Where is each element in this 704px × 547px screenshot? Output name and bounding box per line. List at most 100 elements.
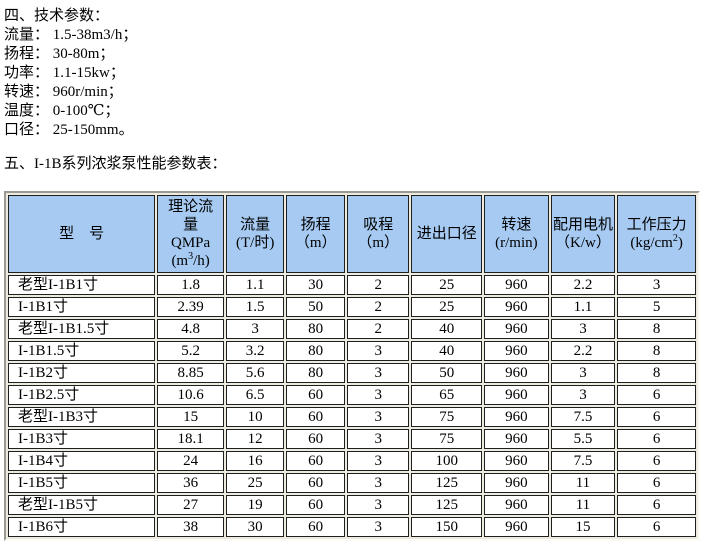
table-section-heading: 五、I-1B系列浓浆泵性能参数表： — [4, 156, 227, 172]
value-cell: 75 — [411, 429, 483, 449]
value-cell: 6.5 — [225, 385, 285, 405]
col-header-flow: 流量 (T/时) — [225, 195, 285, 273]
value-cell: 36 — [157, 473, 224, 493]
header-label: 工作压力 — [626, 217, 687, 233]
header-label: 进出口径 — [416, 226, 477, 242]
model-cell: I-1B5寸 — [8, 473, 156, 493]
value-cell: 1.8 — [157, 275, 224, 295]
value-cell: 3 — [225, 319, 285, 339]
value-cell: 3 — [346, 429, 410, 449]
unit-superscript: 3 — [188, 251, 194, 262]
value-cell: 60 — [286, 385, 345, 405]
value-cell: 40 — [411, 319, 483, 339]
col-header-inlet-outlet: 进出口径 — [411, 195, 483, 273]
model-cell: I-1B2寸 — [8, 363, 156, 383]
value-cell: 3 — [346, 363, 410, 383]
value-cell: 60 — [286, 473, 345, 493]
value-cell: 125 — [411, 495, 483, 515]
model-cell: I-1B1.5寸 — [8, 341, 156, 361]
value-cell: 3 — [550, 363, 616, 383]
value-cell: 60 — [286, 495, 345, 515]
table-row: I-1B5寸 36 25 60 3 125 960 11 6 — [8, 473, 696, 493]
tech-params-heading: 四、技术参数： — [4, 8, 110, 24]
value-cell: 3.2 — [225, 341, 285, 361]
value-cell: 11 — [550, 473, 616, 493]
value-cell: 2.39 — [157, 297, 224, 317]
model-cell: 老型I-1B1寸 — [8, 275, 156, 295]
col-header-model: 型 号 — [8, 195, 156, 273]
value-cell: 3 — [550, 319, 616, 339]
value-cell: 7.5 — [550, 451, 616, 471]
table-row: I-1B6寸 38 30 60 3 150 960 15 6 — [8, 517, 696, 537]
model-cell: I-1B3寸 — [8, 429, 156, 449]
value-cell: 960 — [484, 297, 549, 317]
table-row: I-1B2.5寸 10.6 6.5 60 3 65 960 3 6 — [8, 385, 696, 405]
value-cell: 60 — [286, 429, 345, 449]
value-cell: 8 — [617, 319, 696, 339]
value-cell: 38 — [157, 517, 224, 537]
value-cell: 27 — [157, 495, 224, 515]
unit-text: ) — [677, 235, 683, 251]
table-row: 老型I-1B1.5寸 4.8 3 80 2 40 960 3 8 — [8, 319, 696, 339]
table-row: 老型I-1B1寸 1.8 1.1 30 2 25 960 2.2 3 — [8, 275, 696, 295]
header-unit: (kg/cm2) — [619, 234, 694, 252]
value-cell: 960 — [484, 429, 549, 449]
model-cell: I-1B2.5寸 — [8, 385, 156, 405]
value-cell: 11 — [550, 495, 616, 515]
header-unit: (r/min) — [495, 235, 538, 251]
value-cell: 80 — [286, 341, 345, 361]
value-cell: 3 — [346, 407, 410, 427]
value-cell: 60 — [286, 517, 345, 537]
value-cell: 4.8 — [157, 319, 224, 339]
value-cell: 960 — [484, 451, 549, 471]
value-cell: 60 — [286, 451, 345, 471]
model-cell: 老型I-1B1.5寸 — [8, 319, 156, 339]
value-cell: 6 — [617, 495, 696, 515]
tech-param-line-head: 扬程： 30-80m； — [4, 46, 115, 62]
value-cell: 25 — [411, 297, 483, 317]
col-header-speed: 转速 (r/min) — [484, 195, 549, 273]
value-cell: 960 — [484, 341, 549, 361]
value-cell: 3 — [346, 341, 410, 361]
value-cell: 30 — [225, 517, 285, 537]
value-cell: 960 — [484, 319, 549, 339]
value-cell: 6 — [617, 407, 696, 427]
value-cell: 6 — [617, 451, 696, 471]
value-cell: 3 — [346, 451, 410, 471]
tech-param-line-diameter: 口径： 25-150mm。 — [4, 122, 134, 138]
tech-param-line-speed: 转速： 960r/min； — [4, 84, 123, 100]
value-cell: 60 — [286, 407, 345, 427]
value-cell: 960 — [484, 407, 549, 427]
table-row: I-1B4寸 24 16 60 3 100 960 7.5 6 — [8, 451, 696, 471]
col-header-motor: 配用电机 （K/w） — [550, 195, 616, 273]
value-cell: 3 — [346, 385, 410, 405]
header-label: 吸程 — [363, 217, 394, 233]
value-cell: 7.5 — [550, 407, 616, 427]
col-header-suction: 吸程 （m） — [346, 195, 410, 273]
header-label: 型 号 — [59, 226, 105, 242]
value-cell: 3 — [550, 385, 616, 405]
performance-table: 型 号 理论流 量 QMPa (m3/h) 流量 (T/时) 扬程 （m） — [4, 191, 700, 541]
value-cell: 25 — [411, 275, 483, 295]
model-cell: 老型I-1B3寸 — [8, 407, 156, 427]
model-cell: I-1B1寸 — [8, 297, 156, 317]
value-cell: 15 — [550, 517, 616, 537]
value-cell: 3 — [346, 495, 410, 515]
tech-param-line-power: 功率： 1.1-15kw； — [4, 65, 125, 81]
value-cell: 960 — [484, 495, 549, 515]
value-cell: 1.1 — [550, 297, 616, 317]
value-cell: 1.5 — [225, 297, 285, 317]
value-cell: 24 — [157, 451, 224, 471]
table-row: 老型I-1B5寸 27 19 60 3 125 960 11 6 — [8, 495, 696, 515]
header-row: 型 号 理论流 量 QMPa (m3/h) 流量 (T/时) 扬程 （m） — [8, 195, 696, 273]
value-cell: 18.1 — [157, 429, 224, 449]
col-header-head: 扬程 （m） — [286, 195, 345, 273]
value-cell: 2.2 — [550, 275, 616, 295]
value-cell: 100 — [411, 451, 483, 471]
value-cell: 6 — [617, 473, 696, 493]
value-cell: 960 — [484, 517, 549, 537]
value-cell: 6 — [617, 385, 696, 405]
tech-params-section: 四、技术参数： 流量： 1.5-38m3/h； 扬程： 30-80m； 功率： … — [4, 7, 700, 140]
value-cell: 3 — [617, 275, 696, 295]
value-cell: 150 — [411, 517, 483, 537]
